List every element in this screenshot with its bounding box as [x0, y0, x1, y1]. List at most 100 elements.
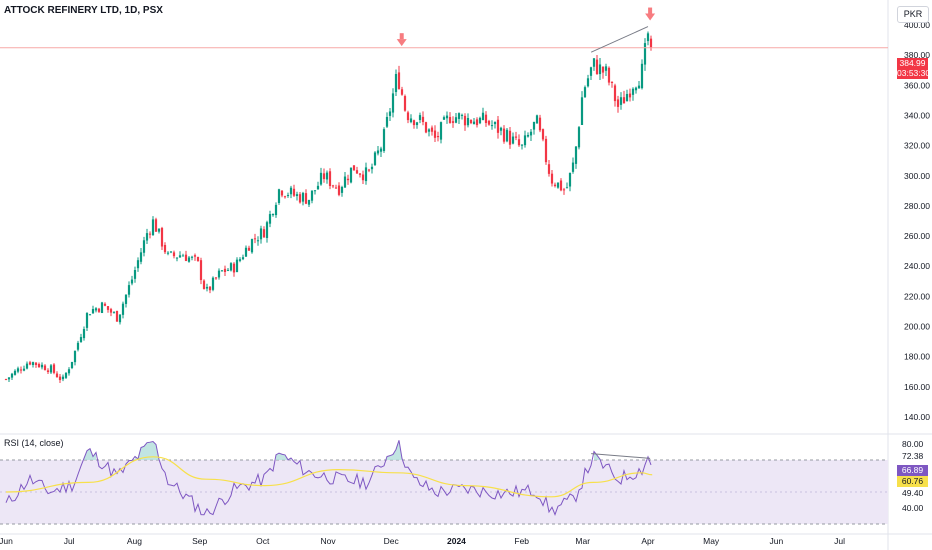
rsi-overbought-fill: [135, 441, 159, 460]
candle-body: [313, 190, 317, 192]
price-tick-label: 200.00: [904, 322, 930, 332]
rsi-line: [5, 440, 652, 516]
candle-body: [592, 58, 596, 67]
candle-body: [451, 121, 455, 123]
candle-body: [193, 255, 197, 257]
candle-body: [352, 165, 356, 171]
candle-body: [316, 185, 320, 190]
current-price-tag: 384.99: [897, 58, 928, 69]
candle-body: [187, 257, 191, 262]
candle-body: [577, 127, 581, 148]
candle-body: [157, 228, 161, 232]
candle-body: [538, 117, 542, 131]
candle-body: [400, 89, 404, 95]
candle-body: [562, 189, 566, 191]
candle-body: [571, 162, 575, 172]
countdown-tag: 03:53:30: [897, 68, 931, 79]
price-tick-label: 140.00: [904, 412, 930, 422]
candle-body: [55, 373, 59, 378]
candle-body: [310, 190, 314, 201]
candle-body: [181, 255, 185, 257]
candle-body: [421, 116, 425, 123]
candle-body: [292, 188, 296, 196]
candle-body: [649, 38, 653, 48]
candle-body: [229, 263, 233, 271]
rsi-overbought-fill: [387, 440, 402, 460]
candle-body: [136, 260, 140, 269]
candle-body: [142, 240, 146, 253]
time-tick-label: Jun: [0, 536, 13, 546]
candle-body: [43, 365, 47, 371]
candle-body: [151, 219, 155, 236]
candle-body: [295, 194, 299, 197]
candle-body: [28, 362, 32, 365]
candle-body: [433, 130, 437, 138]
time-tick-label: Sep: [192, 536, 207, 546]
candle-body: [178, 255, 182, 258]
candle-body: [304, 193, 308, 204]
candle-body: [199, 260, 203, 281]
candle-body: [448, 117, 452, 123]
price-tick-label: 300.00: [904, 171, 930, 181]
down-arrow-icon: [645, 7, 656, 21]
candle-body: [631, 88, 635, 95]
candle-body: [346, 178, 350, 181]
candle-body: [106, 306, 110, 310]
candle-body: [637, 85, 641, 89]
candle-body: [82, 329, 86, 339]
candle-body: [325, 172, 329, 180]
candle-body: [64, 373, 68, 378]
rsi-overbought-fill: [276, 453, 291, 460]
candle-body: [196, 256, 200, 261]
time-tick-label: Oct: [256, 536, 270, 546]
rsi-tick-label: 80.00: [902, 439, 924, 449]
candle-body: [376, 150, 380, 154]
candle-body: [412, 120, 416, 126]
candle-body: [481, 112, 485, 120]
time-tick-label: Jun: [770, 536, 784, 546]
candle-body: [355, 170, 359, 174]
candle-body: [640, 63, 644, 89]
candle-body: [526, 134, 530, 137]
candle-body: [145, 233, 149, 241]
price-tick-label: 340.00: [904, 111, 930, 121]
candle-body: [580, 97, 584, 125]
candle-body: [403, 96, 407, 111]
rsi-value-tag: 66.89: [897, 465, 928, 476]
candle-body: [625, 93, 629, 102]
candle-body: [253, 238, 257, 240]
candle-body: [382, 129, 386, 151]
candle-body: [391, 93, 395, 113]
candle-body: [541, 129, 545, 140]
candle-body: [76, 342, 80, 350]
candle-body: [94, 308, 98, 311]
candle-body: [298, 194, 302, 203]
candle-body: [172, 252, 176, 257]
candle-body: [79, 337, 83, 342]
candle-body: [379, 148, 383, 152]
candle-body: [583, 87, 587, 98]
time-tick-label: 2024: [447, 536, 466, 546]
candle-body: [319, 172, 323, 185]
candle-body: [556, 182, 560, 188]
candle-body: [394, 74, 398, 93]
currency-button[interactable]: PKR: [897, 6, 929, 23]
candle-body: [226, 269, 230, 271]
candle-body: [109, 309, 113, 313]
candle-body: [469, 119, 473, 124]
candle-body: [499, 127, 503, 131]
candle-body: [289, 187, 293, 195]
candle-body: [31, 362, 35, 365]
candle-body: [202, 280, 206, 289]
candle-body: [259, 228, 263, 240]
candle-body: [442, 117, 446, 120]
candle-body: [523, 135, 527, 146]
candle-body: [568, 172, 572, 187]
candle-body: [454, 117, 458, 123]
candle-body: [139, 252, 143, 262]
candle-body: [121, 303, 125, 315]
candle-body: [184, 254, 188, 261]
candle-body: [40, 364, 44, 368]
candle-body: [265, 222, 269, 238]
